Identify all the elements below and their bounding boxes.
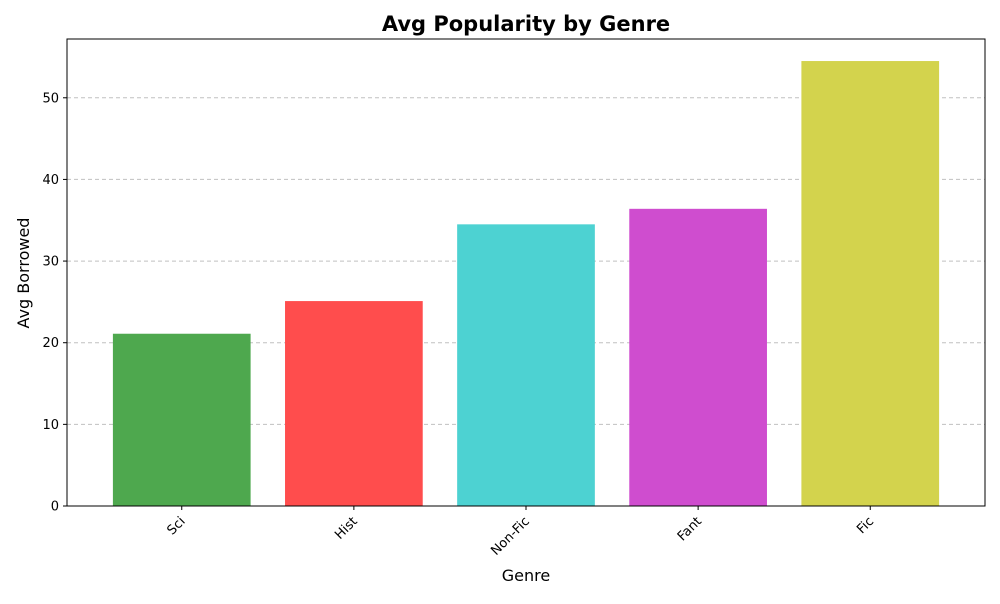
y-tick-label: 50 (42, 91, 59, 106)
bar-hist (285, 301, 423, 506)
x-tick-label: Fant (675, 514, 705, 544)
x-tick-label: Hist (332, 514, 360, 542)
y-axis-ticks: 0 10 20 30 40 50 (42, 91, 67, 515)
x-axis-label: Genre (502, 566, 550, 585)
bar-fic (801, 61, 940, 507)
y-tick-label: 10 (42, 418, 59, 433)
x-tick-label: Non-Fic (488, 514, 532, 558)
bar-fant (629, 208, 767, 506)
x-tick-label: Sci (165, 514, 189, 538)
y-tick-label: 20 (42, 336, 59, 351)
x-axis-ticks: Sci Hist Non-Fic Fant Fic (165, 506, 877, 559)
y-tick-label: 0 (51, 500, 59, 515)
chart-title: Avg Popularity by Genre (382, 12, 670, 36)
y-tick-label: 40 (42, 173, 59, 188)
y-tick-label: 30 (42, 255, 59, 270)
bar-non-fic (457, 224, 595, 506)
bars (112, 61, 940, 507)
y-axis-label: Avg Borrowed (14, 218, 33, 329)
bar-sci (112, 333, 251, 506)
x-tick-label: Fic (854, 514, 877, 537)
